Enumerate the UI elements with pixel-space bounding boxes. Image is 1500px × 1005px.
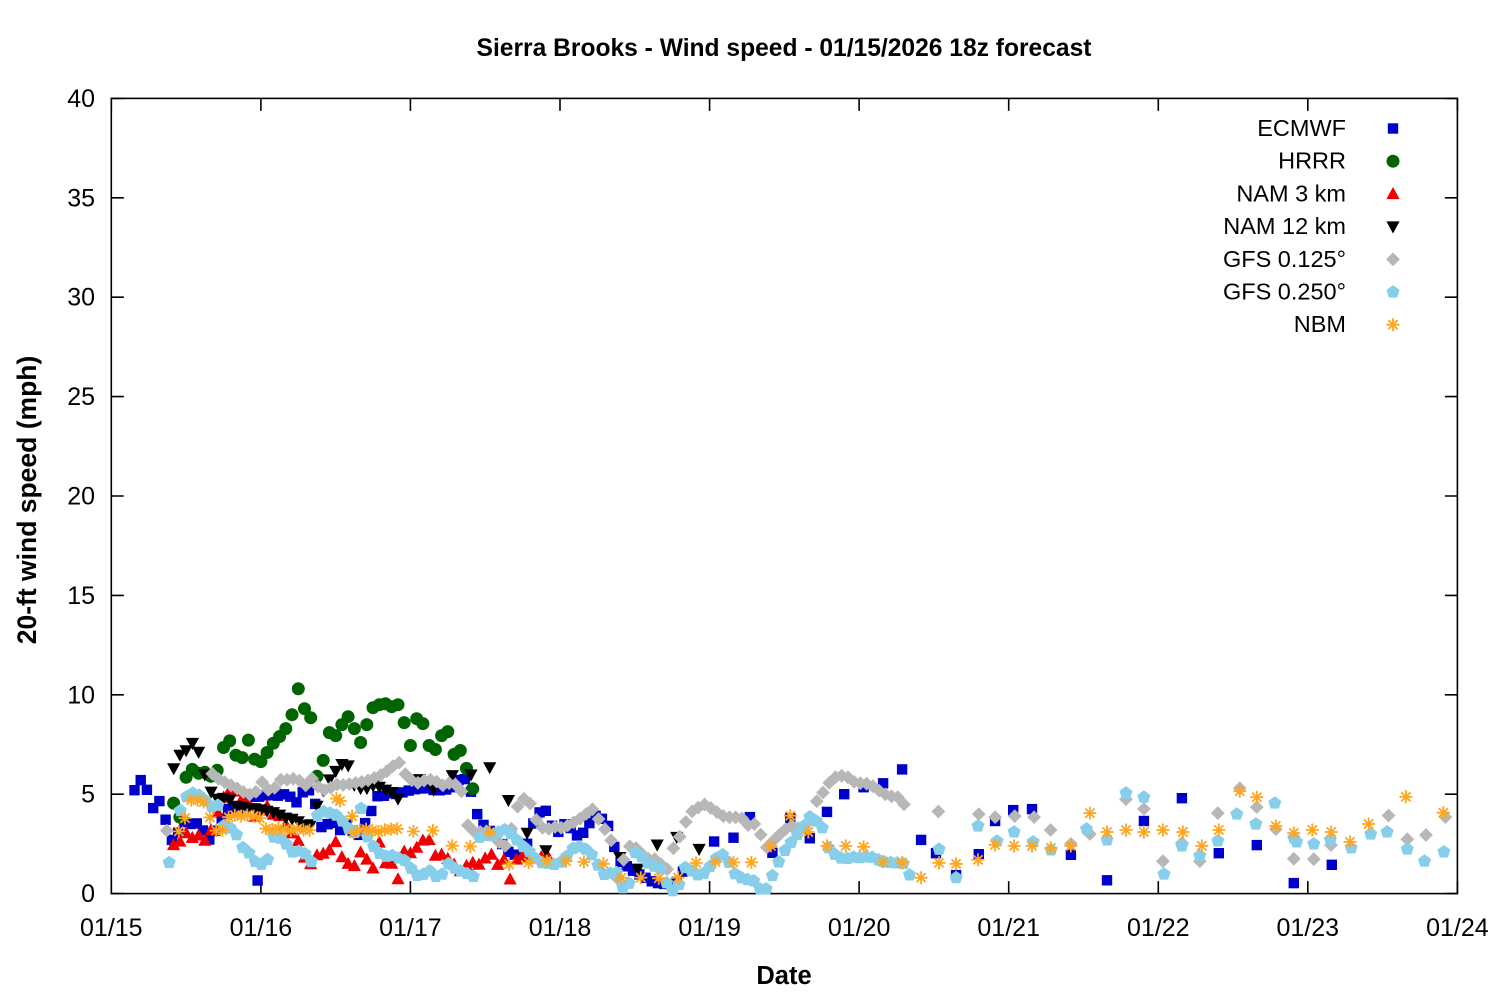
svg-text:10: 10 bbox=[67, 681, 95, 709]
svg-text:Sierra Brooks - Wind speed - 0: Sierra Brooks - Wind speed - 01/15/2026 … bbox=[477, 35, 1092, 62]
svg-text:0: 0 bbox=[81, 880, 95, 908]
svg-text:GFS 0.250°: GFS 0.250° bbox=[1223, 279, 1346, 305]
svg-text:5: 5 bbox=[81, 781, 95, 809]
svg-text:01/22: 01/22 bbox=[1127, 914, 1190, 942]
svg-text:01/23: 01/23 bbox=[1277, 914, 1340, 942]
svg-text:20-ft wind speed (mph): 20-ft wind speed (mph) bbox=[12, 356, 42, 645]
svg-text:40: 40 bbox=[67, 85, 95, 113]
svg-text:Date: Date bbox=[756, 962, 811, 990]
svg-text:01/21: 01/21 bbox=[977, 914, 1040, 942]
svg-text:01/20: 01/20 bbox=[828, 914, 891, 942]
svg-text:01/16: 01/16 bbox=[230, 914, 293, 942]
svg-text:NBM: NBM bbox=[1294, 311, 1346, 337]
svg-text:01/15: 01/15 bbox=[80, 914, 143, 942]
svg-text:ECMWF: ECMWF bbox=[1257, 115, 1346, 141]
svg-text:25: 25 bbox=[67, 383, 95, 411]
svg-text:HRRR: HRRR bbox=[1278, 148, 1346, 174]
svg-text:GFS 0.125°: GFS 0.125° bbox=[1223, 246, 1346, 272]
svg-text:01/24: 01/24 bbox=[1426, 914, 1489, 942]
svg-text:NAM 12 km: NAM 12 km bbox=[1223, 213, 1346, 239]
svg-text:01/19: 01/19 bbox=[678, 914, 741, 942]
svg-text:01/18: 01/18 bbox=[529, 914, 592, 942]
svg-text:20: 20 bbox=[67, 483, 95, 511]
svg-text:35: 35 bbox=[67, 184, 95, 212]
svg-text:15: 15 bbox=[67, 582, 95, 610]
svg-text:NAM 3 km: NAM 3 km bbox=[1236, 180, 1346, 206]
svg-text:30: 30 bbox=[67, 284, 95, 312]
svg-text:01/17: 01/17 bbox=[379, 914, 442, 942]
